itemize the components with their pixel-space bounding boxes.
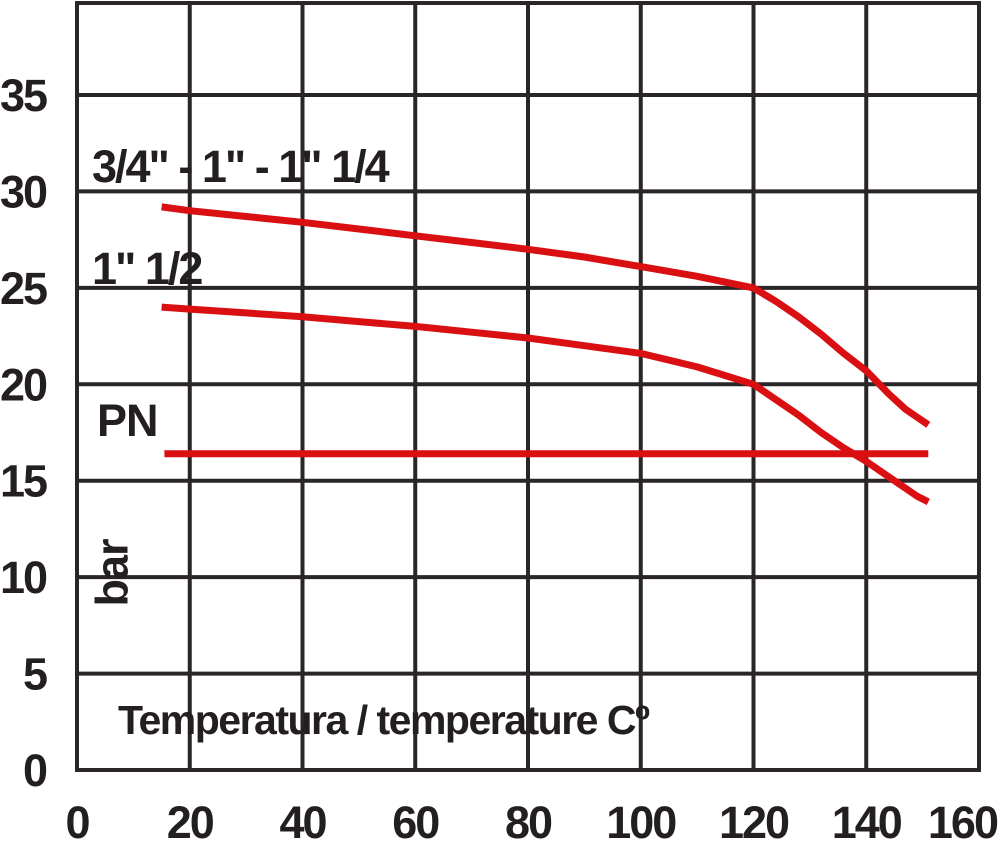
series-label-3-4-1-1-1-4: 3/4" - 1" - 1" 1/4: [92, 141, 390, 192]
x-axis-title: Temperatura / temperature Cº: [118, 697, 650, 743]
pn-line-label: PN: [97, 395, 159, 446]
y-tick-label: 15: [0, 456, 47, 507]
x-tick-label: 140: [832, 797, 902, 842]
y-tick-label: 5: [23, 649, 47, 700]
series-line-0: [161, 203, 931, 428]
y-axis-unit-label: bar: [86, 539, 138, 607]
x-tick-label: 40: [279, 797, 326, 842]
plot-frame: [75, 1, 981, 772]
y-tick-label: 20: [0, 359, 47, 410]
series-line-1: [161, 303, 930, 506]
x-tick-label: 80: [505, 797, 552, 842]
x-tick-label: 20: [167, 797, 214, 842]
y-tick-label: 25: [0, 263, 47, 314]
y-tick-label: 35: [0, 70, 47, 121]
y-tick-label: 30: [0, 166, 47, 217]
x-tick-label: 120: [719, 797, 789, 842]
x-tick-label: 0: [65, 797, 89, 842]
series-label-1-1-2: 1" 1/2: [92, 243, 203, 294]
x-tick-label: 60: [392, 797, 439, 842]
x-tick-label: 160: [928, 797, 998, 842]
x-tick-label: 100: [606, 797, 676, 842]
y-tick-label: 10: [0, 552, 47, 603]
y-tick-label: 0: [23, 745, 47, 796]
